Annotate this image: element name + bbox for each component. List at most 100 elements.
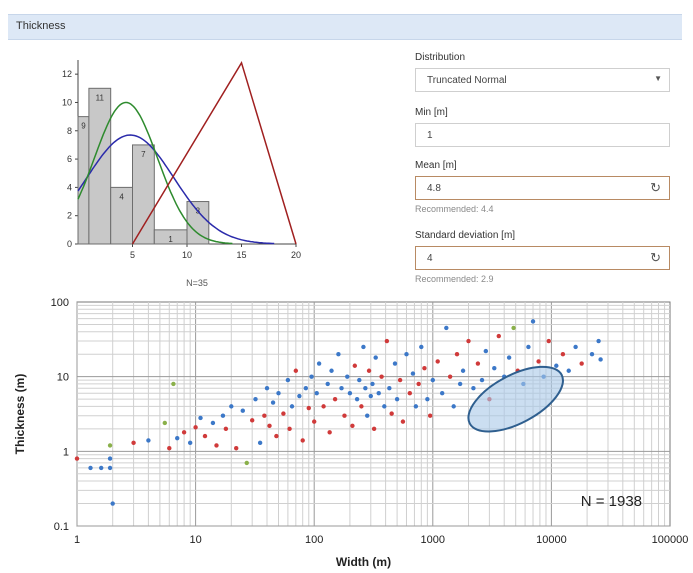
scatter-point (171, 381, 176, 387)
scatter-point (262, 413, 267, 418)
scatter-point (361, 344, 366, 350)
scatter-x-tick-label: 10000 (536, 534, 567, 546)
scatter-point (327, 430, 332, 435)
dropdown-caret-icon: ▼ (654, 74, 662, 83)
mean-input[interactable]: 4.8 ↻ (415, 176, 670, 200)
scatter-point (511, 325, 516, 331)
panel-title: Thickness (16, 20, 66, 32)
scatter-point (359, 404, 364, 409)
scatter-point (321, 404, 326, 409)
scatter-point (410, 371, 416, 376)
scatter-point (187, 440, 193, 446)
scatter-point (234, 446, 239, 451)
scatter-point (223, 426, 229, 432)
scatter-x-tick-label: 1 (74, 534, 80, 546)
std-reset-icon[interactable]: ↻ (650, 250, 661, 265)
scatter-point (257, 440, 263, 446)
scatter-point (347, 391, 353, 396)
hist-bar-label: 7 (141, 150, 146, 159)
scatter-point (107, 456, 113, 461)
distribution-select[interactable]: Truncated Normal ▼ (415, 68, 670, 92)
distribution-label: Distribution (415, 52, 466, 63)
scatter-highlight-ellipse (467, 365, 564, 433)
scatter-point (350, 423, 355, 428)
min-input[interactable]: 1 (415, 123, 670, 147)
mean-recommended-hint: Recommended: 4.4 (415, 204, 494, 214)
scatter-point (325, 381, 330, 387)
scatter-count-annotation: N = 1938 (581, 493, 642, 510)
width-thickness-scatter: 1 10 100 1000 10000 100000 0.1 1 10 100 Width (m) T… (13, 297, 688, 569)
hist-y-tick-label: 2 (67, 211, 72, 221)
scatter-point (457, 381, 463, 387)
scatter-point (365, 413, 370, 418)
scatter-point (316, 361, 322, 366)
scatter-point (249, 418, 255, 423)
scatter-point (466, 338, 471, 344)
scatter-point (444, 325, 449, 331)
scatter-point (329, 368, 334, 373)
scatter-point (274, 433, 279, 439)
scatter-x-tick-label: 10 (189, 534, 201, 546)
mean-value: 4.8 (427, 183, 441, 194)
scatter-point (74, 456, 80, 461)
scatter-point (596, 338, 601, 344)
hist-y-tick-label: 12 (62, 69, 72, 79)
scatter-point (392, 361, 398, 366)
hist-y-tick-label: 8 (67, 126, 72, 136)
scatter-point (220, 413, 226, 418)
scatter-point (131, 440, 136, 446)
hist-bar-label: 9 (81, 122, 86, 131)
scatter-y-tick-label: 0.1 (54, 521, 69, 533)
scatter-point (422, 365, 427, 371)
scatter-point (451, 404, 456, 409)
scatter-point (297, 393, 302, 399)
scatter-point (336, 351, 341, 357)
std-input[interactable]: 4 ↻ (415, 246, 670, 270)
scatter-point (162, 420, 168, 426)
scatter-point (530, 319, 536, 324)
hist-caption: N=35 (186, 278, 208, 288)
scatter-point (107, 443, 113, 448)
hist-y-tick-label: 4 (67, 182, 72, 192)
mean-reset-icon[interactable]: ↻ (650, 180, 661, 195)
scatter-point (382, 404, 387, 409)
scatter-point (413, 404, 419, 409)
scatter-point (193, 425, 198, 430)
scatter-x-axis-title: Width (m) (336, 555, 391, 569)
scatter-point (430, 377, 435, 383)
scatter-y-tick-label: 10 (57, 372, 69, 384)
scatter-point (387, 386, 392, 391)
scatter-point (492, 365, 497, 371)
scatter-point (198, 415, 203, 421)
scatter-point (354, 396, 360, 402)
scatter-point (175, 435, 180, 441)
scatter-point (598, 357, 603, 362)
hist-y-tick-label: 10 (62, 97, 72, 107)
hist-blue-curve (77, 134, 275, 245)
scatter-point (427, 413, 433, 418)
scatter-point (496, 333, 501, 339)
scatter-point (506, 355, 512, 360)
hist-bar (77, 116, 90, 245)
scatter-point (110, 501, 115, 506)
scatter-point (285, 377, 291, 383)
scatter-point (366, 368, 372, 373)
scatter-point (376, 391, 381, 396)
scatter-x-tick-label: 100 (305, 534, 323, 546)
scatter-point (300, 438, 305, 443)
std-label: Standard deviation [m] (415, 230, 516, 241)
scatter-point (339, 386, 344, 391)
hist-x-tick-label: 20 (291, 250, 301, 260)
scatter-point (368, 393, 373, 399)
scatter-point (579, 361, 584, 366)
scatter-point (88, 465, 93, 471)
hist-bar-label: 1 (168, 235, 173, 244)
scatter-point (357, 377, 362, 383)
scatter-y-tick-label: 100 (51, 297, 69, 309)
scatter-point (240, 408, 245, 413)
scatter-point (471, 386, 476, 391)
scatter-point (214, 443, 219, 448)
scatter-y-axis-title: Thickness (m) (13, 374, 27, 455)
scatter-point (270, 400, 276, 405)
hist-red-triangle (131, 60, 297, 245)
